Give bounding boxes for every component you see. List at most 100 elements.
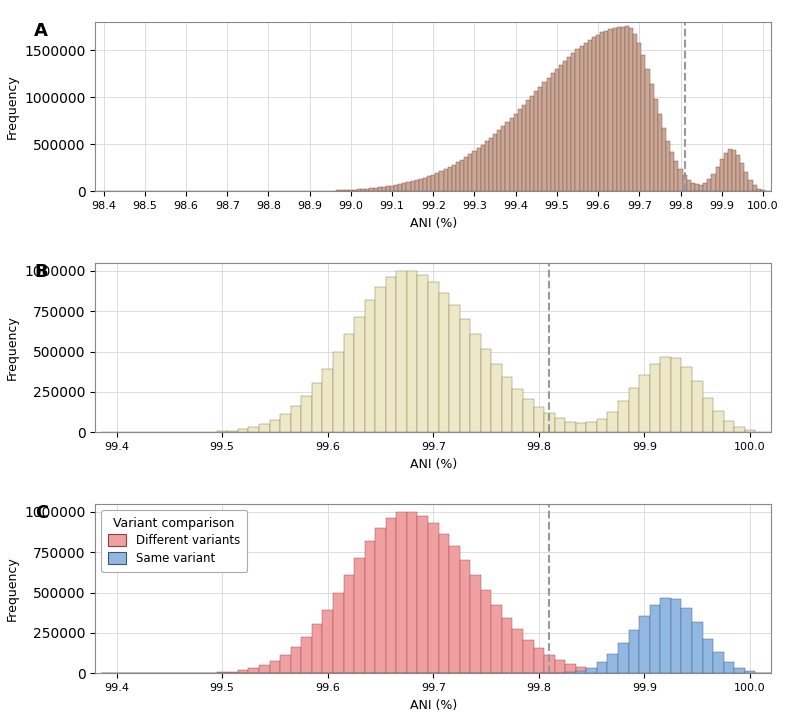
Bar	[353, 190, 357, 191]
Bar	[375, 528, 386, 673]
Bar	[661, 598, 671, 673]
Bar	[618, 401, 629, 432]
Bar	[629, 630, 639, 673]
Bar	[249, 668, 259, 673]
Bar	[671, 599, 681, 673]
Bar	[506, 122, 510, 191]
Bar	[452, 165, 456, 191]
Bar	[361, 189, 365, 191]
Bar	[472, 151, 476, 191]
Bar	[481, 590, 491, 673]
Bar	[534, 91, 538, 191]
Bar	[533, 407, 544, 432]
Bar	[439, 292, 449, 432]
Bar	[345, 190, 349, 191]
Bar	[600, 33, 604, 191]
Bar	[712, 174, 716, 191]
Bar	[692, 623, 703, 673]
Bar	[386, 186, 390, 191]
Bar	[291, 647, 301, 673]
Bar	[530, 96, 534, 191]
Bar	[464, 157, 468, 191]
Bar	[695, 185, 699, 191]
Bar	[481, 145, 485, 191]
Bar	[249, 427, 259, 432]
Bar	[332, 190, 336, 191]
Bar	[460, 160, 464, 191]
Bar	[502, 618, 513, 673]
Bar	[227, 672, 238, 673]
Bar	[740, 163, 744, 191]
Bar	[312, 384, 323, 432]
Bar	[576, 423, 587, 432]
Bar	[340, 190, 345, 191]
Bar	[657, 114, 662, 191]
Bar	[423, 177, 427, 191]
X-axis label: ANI (%): ANI (%)	[409, 699, 457, 712]
Bar	[597, 418, 607, 432]
Bar	[544, 413, 555, 432]
Bar	[323, 369, 333, 432]
Bar	[745, 671, 755, 673]
Bar	[419, 179, 423, 191]
Bar	[502, 376, 513, 432]
Bar	[757, 188, 761, 191]
Bar	[476, 148, 481, 191]
Bar	[691, 182, 695, 191]
Text: A: A	[34, 22, 48, 40]
Bar	[584, 43, 588, 191]
Bar	[650, 84, 653, 191]
Bar	[565, 672, 576, 673]
Bar	[604, 30, 608, 191]
Bar	[597, 662, 607, 673]
Bar	[378, 188, 382, 191]
Bar	[587, 668, 597, 673]
Bar	[542, 83, 547, 191]
Bar	[703, 397, 713, 432]
Bar	[612, 28, 617, 191]
Bar	[744, 172, 748, 191]
Bar	[576, 667, 587, 673]
Bar	[719, 159, 723, 191]
Bar	[674, 161, 678, 191]
Bar	[502, 126, 506, 191]
Bar	[625, 27, 629, 191]
Bar	[596, 35, 600, 191]
Bar	[661, 357, 671, 432]
Bar	[551, 73, 555, 191]
Bar	[555, 69, 559, 191]
Bar	[343, 334, 354, 432]
Bar	[526, 101, 530, 191]
Bar	[470, 576, 481, 673]
Bar	[608, 29, 612, 191]
Bar	[431, 174, 436, 191]
Bar	[607, 412, 618, 432]
Bar	[370, 188, 374, 191]
Bar	[621, 27, 625, 191]
Bar	[491, 363, 502, 432]
Bar	[397, 272, 407, 432]
Bar	[343, 576, 354, 673]
Bar	[357, 189, 361, 191]
Bar	[312, 624, 323, 673]
Bar	[417, 516, 428, 673]
Bar	[642, 55, 646, 191]
X-axis label: ANI (%): ANI (%)	[409, 458, 457, 471]
Legend: Different variants, Same variant: Different variants, Same variant	[101, 510, 247, 572]
Bar	[708, 180, 712, 191]
Bar	[681, 607, 692, 673]
Bar	[323, 610, 333, 673]
Bar	[328, 190, 332, 191]
Bar	[678, 169, 683, 191]
Bar	[238, 670, 249, 673]
Bar	[410, 181, 415, 191]
Bar	[301, 637, 312, 673]
Bar	[547, 77, 551, 191]
Y-axis label: Frequency: Frequency	[6, 315, 19, 380]
Bar	[555, 418, 565, 432]
Bar	[639, 375, 650, 432]
Bar	[607, 654, 618, 673]
Bar	[439, 534, 449, 673]
Bar	[518, 109, 522, 191]
Bar	[428, 523, 439, 673]
